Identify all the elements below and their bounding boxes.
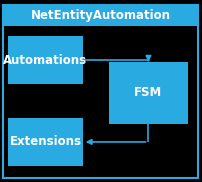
Bar — [109, 62, 188, 124]
Text: FSM: FSM — [134, 86, 163, 99]
Bar — [3, 5, 198, 26]
Bar — [8, 118, 83, 166]
Text: NetEntityAutomation: NetEntityAutomation — [31, 9, 171, 22]
Text: Automations: Automations — [3, 54, 87, 67]
Bar — [8, 36, 83, 84]
Text: Extensions: Extensions — [9, 135, 81, 149]
